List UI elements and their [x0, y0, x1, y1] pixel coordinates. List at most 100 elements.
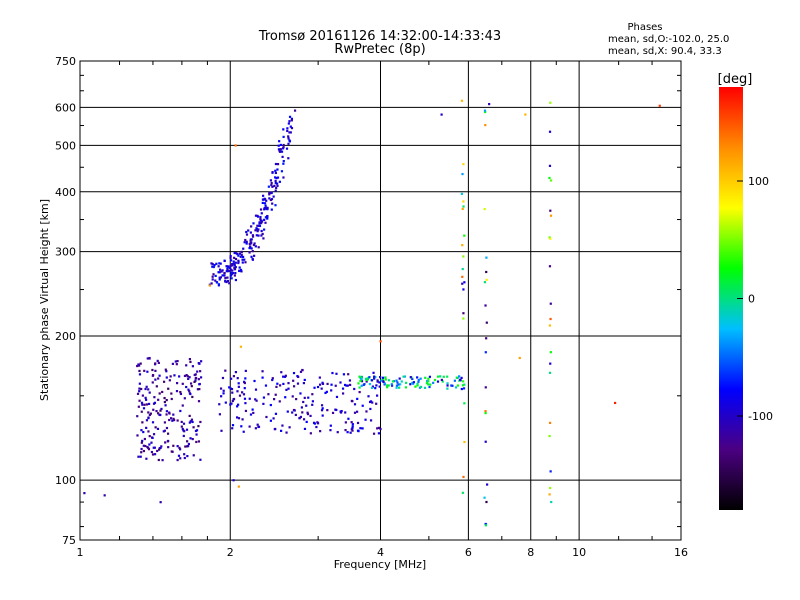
data-point — [224, 369, 227, 372]
data-point — [172, 418, 176, 422]
data-point — [274, 162, 278, 166]
data-point — [368, 382, 372, 386]
data-point — [232, 397, 236, 401]
data-point — [228, 269, 231, 273]
data-point — [218, 268, 222, 271]
data-point — [270, 184, 273, 187]
data-point — [462, 255, 465, 258]
data-point — [261, 201, 264, 205]
data-point — [157, 361, 160, 365]
data-point — [214, 279, 217, 282]
data-point — [276, 176, 280, 179]
data-point — [187, 377, 190, 380]
data-point — [197, 362, 200, 365]
data-point — [264, 384, 268, 387]
data-point — [243, 380, 246, 383]
data-point — [549, 237, 552, 240]
data-point — [156, 359, 159, 363]
data-point — [250, 255, 253, 258]
data-point — [222, 389, 225, 392]
data-point — [284, 396, 287, 399]
x-axis-label: Frequency [MHz] — [334, 558, 426, 571]
data-point — [157, 412, 160, 415]
data-point — [253, 379, 256, 383]
data-point — [187, 445, 190, 448]
data-point — [138, 382, 141, 385]
data-point — [378, 381, 381, 384]
data-point — [276, 168, 279, 171]
data-point — [176, 458, 179, 462]
data-point — [144, 387, 147, 391]
data-point — [137, 363, 140, 366]
data-point — [346, 384, 349, 387]
data-point — [226, 276, 229, 279]
data-point — [350, 421, 353, 424]
data-point — [381, 376, 385, 379]
data-point — [369, 407, 372, 411]
data-point — [237, 382, 240, 385]
data-point — [271, 185, 274, 188]
data-point — [270, 181, 273, 185]
data-point — [416, 376, 419, 379]
data-point — [455, 376, 458, 379]
data-point — [261, 198, 265, 201]
data-point — [185, 428, 189, 431]
data-point — [274, 393, 277, 396]
data-point — [423, 386, 427, 389]
data-point — [186, 440, 189, 443]
data-point — [329, 429, 332, 432]
data-point — [417, 378, 420, 382]
data-point — [260, 229, 263, 233]
data-point — [178, 448, 182, 451]
data-point — [197, 378, 200, 381]
data-point — [199, 420, 202, 424]
data-point — [230, 271, 233, 274]
data-point — [148, 435, 151, 438]
data-point — [223, 271, 226, 275]
data-point — [151, 374, 154, 377]
data-point — [285, 388, 288, 391]
data-point — [374, 387, 377, 390]
data-point — [170, 417, 173, 420]
data-point — [83, 492, 86, 495]
data-point — [217, 271, 220, 274]
data-point — [251, 250, 254, 253]
data-point — [433, 378, 437, 382]
data-point — [181, 382, 184, 385]
data-point — [175, 389, 179, 393]
data-point — [287, 122, 290, 125]
data-point — [214, 274, 217, 278]
data-point — [264, 207, 267, 210]
data-point — [231, 391, 234, 394]
data-point — [183, 453, 186, 456]
data-point — [231, 262, 234, 266]
data-point — [237, 417, 241, 420]
data-point — [185, 364, 188, 367]
data-point — [284, 374, 287, 377]
data-point — [165, 398, 168, 402]
data-point — [271, 378, 274, 382]
data-point — [162, 380, 166, 383]
data-point — [385, 384, 389, 387]
data-point — [239, 345, 243, 348]
data-point — [373, 377, 376, 380]
data-point — [321, 407, 324, 410]
data-point — [249, 245, 252, 248]
data-point — [360, 378, 363, 381]
data-point — [156, 427, 160, 431]
data-point — [231, 264, 234, 267]
data-point — [370, 379, 374, 382]
data-point — [259, 217, 262, 221]
data-point — [311, 400, 315, 403]
data-point — [416, 384, 419, 387]
data-point — [234, 271, 237, 275]
data-point — [181, 404, 184, 407]
data-point — [233, 256, 236, 259]
colorbar-label: [deg] — [718, 72, 753, 87]
data-point — [211, 275, 214, 278]
data-point — [179, 409, 182, 413]
data-point — [409, 376, 412, 379]
data-point — [451, 384, 454, 387]
data-point — [548, 493, 551, 496]
data-point — [218, 403, 221, 406]
